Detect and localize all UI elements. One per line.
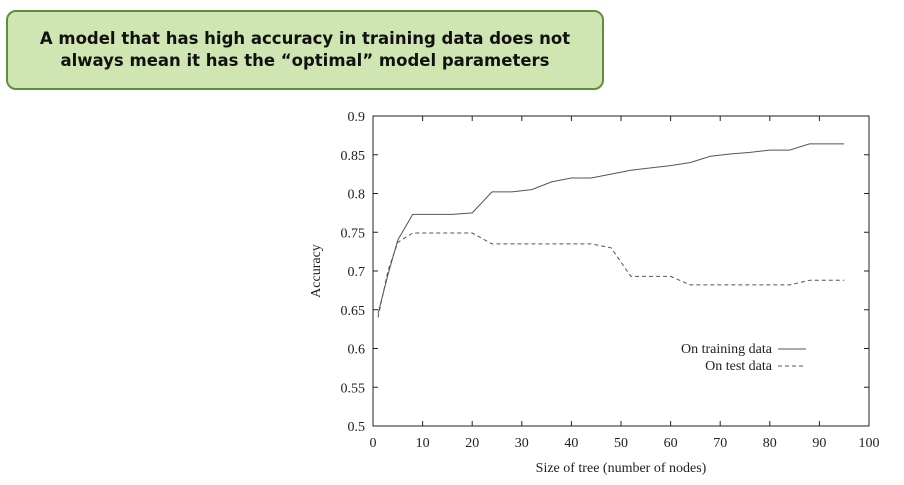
x-tick-label: 20: [465, 436, 479, 451]
x-tick-label: 60: [664, 436, 678, 451]
callout-line-2: always mean it has the “optimal” model p…: [60, 51, 550, 70]
callout-box: A model that has high accuracy in traini…: [6, 10, 604, 90]
y-tick-label: 0.55: [341, 381, 366, 396]
x-tick-label: 30: [515, 436, 529, 451]
x-tick-label: 80: [763, 436, 777, 451]
x-tick-label: 10: [416, 436, 430, 451]
series-group: [377, 143, 845, 318]
y-tick-label: 0.6: [348, 343, 366, 358]
legend: On training data On test data: [681, 342, 806, 374]
y-tick-label: 0.85: [341, 149, 366, 164]
y-tick-label: 0.9: [348, 110, 366, 125]
axis-ticks: 0 10 20 30 40 50 60 70 80 90 100 0.5 0.55 0.6 0.65 0.7 0…: [341, 110, 880, 451]
x-axis-label: Size of tree (number of nodes): [536, 461, 707, 476]
x-tick-label: 100: [859, 436, 880, 451]
legend-label-training: On training data: [681, 342, 773, 357]
y-axis-label: Accuracy: [309, 244, 324, 298]
y-tick-label: 0.5: [348, 420, 366, 435]
x-tick-label: 70: [713, 436, 727, 451]
callout-line-1: A model that has high accuracy in traini…: [39, 29, 571, 48]
y-tick-label: 0.8: [348, 188, 366, 203]
plot-frame: [372, 115, 870, 427]
training-accuracy-line: [377, 143, 845, 314]
test-accuracy-line: [377, 232, 845, 318]
y-tick-label: 0.65: [341, 304, 366, 319]
y-tick-label: 0.75: [341, 226, 366, 241]
legend-label-test: On test data: [705, 359, 773, 374]
x-tick-label: 0: [370, 436, 377, 451]
y-tick-label: 0.7: [348, 265, 366, 280]
x-tick-label: 40: [564, 436, 578, 451]
x-tick-label: 50: [614, 436, 628, 451]
x-tick-label: 90: [812, 436, 826, 451]
